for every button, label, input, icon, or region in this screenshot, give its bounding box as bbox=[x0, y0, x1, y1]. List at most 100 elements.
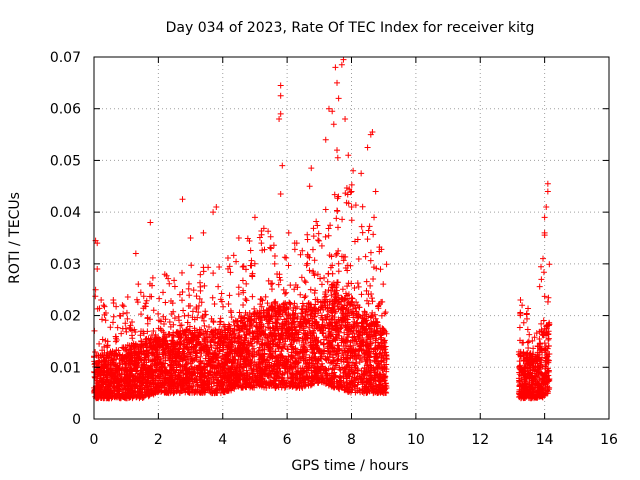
data-point bbox=[92, 293, 99, 300]
data-point bbox=[209, 350, 216, 357]
data-point bbox=[379, 325, 386, 332]
data-point bbox=[383, 368, 390, 375]
data-point bbox=[130, 392, 137, 399]
data-point bbox=[201, 322, 208, 329]
data-point bbox=[186, 369, 193, 376]
data-point bbox=[371, 323, 378, 330]
data-point bbox=[235, 291, 242, 298]
data-point bbox=[196, 295, 203, 302]
data-point bbox=[287, 282, 294, 289]
data-point bbox=[125, 376, 132, 383]
data-point bbox=[104, 338, 111, 345]
data-point bbox=[271, 260, 278, 267]
data-point bbox=[249, 370, 256, 377]
data-point bbox=[231, 335, 238, 342]
data-point bbox=[211, 380, 218, 387]
data-point bbox=[372, 337, 379, 344]
data-point bbox=[330, 345, 337, 352]
data-point bbox=[346, 301, 353, 308]
data-point bbox=[138, 344, 145, 351]
data-point bbox=[254, 333, 261, 340]
data-point bbox=[219, 331, 226, 338]
data-point bbox=[199, 314, 206, 321]
data-point bbox=[312, 287, 319, 294]
data-point bbox=[342, 265, 349, 272]
data-point bbox=[224, 344, 231, 351]
data-point bbox=[372, 369, 379, 376]
data-point bbox=[200, 374, 207, 381]
data-point bbox=[304, 311, 311, 318]
data-point bbox=[136, 388, 143, 395]
data-point bbox=[318, 302, 325, 309]
data-point bbox=[134, 364, 141, 371]
data-point bbox=[251, 305, 258, 312]
data-point bbox=[304, 346, 311, 353]
data-point bbox=[314, 372, 321, 379]
data-point bbox=[263, 306, 270, 313]
data-point bbox=[345, 200, 352, 207]
data-point bbox=[119, 302, 126, 309]
data-point bbox=[367, 249, 374, 256]
data-point bbox=[188, 334, 195, 341]
data-point bbox=[333, 215, 340, 222]
data-point bbox=[202, 311, 209, 318]
data-point bbox=[143, 348, 150, 355]
data-point bbox=[278, 333, 285, 340]
data-point bbox=[344, 292, 351, 299]
data-point bbox=[249, 352, 256, 359]
data-point bbox=[221, 389, 228, 396]
data-point bbox=[320, 306, 327, 313]
data-point bbox=[267, 315, 274, 322]
data-point bbox=[111, 384, 118, 391]
data-point bbox=[245, 315, 252, 322]
data-point bbox=[366, 349, 373, 356]
data-point bbox=[348, 377, 355, 384]
data-point bbox=[315, 230, 322, 237]
data-point bbox=[294, 315, 301, 322]
data-point bbox=[154, 353, 161, 360]
data-point bbox=[316, 348, 323, 355]
data-point bbox=[176, 348, 183, 355]
data-point bbox=[266, 382, 273, 389]
data-point bbox=[191, 327, 198, 334]
data-point bbox=[207, 371, 214, 378]
data-point bbox=[306, 324, 313, 331]
data-point bbox=[274, 366, 281, 373]
data-point bbox=[369, 312, 376, 319]
data-point bbox=[275, 360, 282, 367]
data-point bbox=[309, 246, 316, 253]
data-point bbox=[323, 370, 330, 377]
data-point bbox=[369, 333, 376, 340]
data-point bbox=[170, 341, 177, 348]
data-point bbox=[310, 380, 317, 387]
data-point bbox=[266, 332, 273, 339]
data-point bbox=[134, 377, 141, 384]
data-point bbox=[267, 244, 274, 251]
data-point bbox=[140, 330, 147, 337]
data-point bbox=[315, 237, 322, 244]
data-point bbox=[289, 316, 296, 323]
data-point bbox=[352, 365, 359, 372]
data-point bbox=[367, 340, 374, 347]
data-point bbox=[109, 365, 116, 372]
data-point bbox=[184, 374, 191, 381]
data-point bbox=[325, 225, 332, 232]
data-point bbox=[259, 317, 266, 324]
data-point bbox=[329, 315, 336, 322]
data-point bbox=[344, 325, 351, 332]
data-point bbox=[368, 290, 375, 297]
data-point bbox=[175, 372, 182, 379]
data-point bbox=[170, 332, 177, 339]
data-point bbox=[352, 376, 359, 383]
data-point bbox=[144, 382, 151, 389]
data-point bbox=[270, 349, 277, 356]
data-point bbox=[105, 395, 112, 402]
data-point bbox=[296, 349, 303, 356]
data-point bbox=[351, 375, 358, 382]
data-point bbox=[105, 379, 112, 386]
data-point bbox=[338, 253, 345, 260]
data-point bbox=[316, 377, 323, 384]
data-point bbox=[367, 377, 374, 384]
data-point bbox=[203, 348, 210, 355]
